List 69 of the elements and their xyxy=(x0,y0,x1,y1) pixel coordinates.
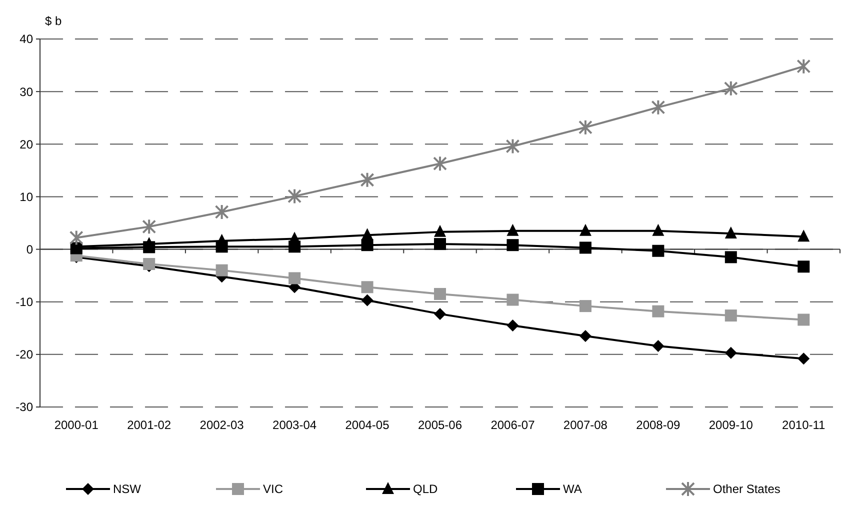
y-axis-title: $ b xyxy=(45,14,62,28)
legend-label: WA xyxy=(563,482,582,496)
point xyxy=(652,340,664,352)
point xyxy=(216,240,228,253)
point xyxy=(652,244,664,257)
point xyxy=(216,264,228,276)
point xyxy=(724,251,737,264)
point xyxy=(652,224,664,236)
x-tick-label: 2007-08 xyxy=(563,418,608,432)
point xyxy=(724,80,738,96)
y-tick-label: -20 xyxy=(16,348,34,362)
point xyxy=(70,242,82,254)
point xyxy=(506,239,519,252)
y-tick-label: 0 xyxy=(26,242,34,256)
x-tick-label: 2009-10 xyxy=(708,418,754,432)
point xyxy=(724,346,737,359)
point xyxy=(724,226,737,239)
x-tick-label: 2010-11 xyxy=(782,418,826,432)
point xyxy=(579,300,592,312)
point xyxy=(434,308,446,320)
point xyxy=(69,230,84,246)
x-tick-label: 2004-05 xyxy=(345,418,390,432)
x-tick-label: 2006-07 xyxy=(490,418,536,432)
y-tick-label: -30 xyxy=(16,400,34,414)
point xyxy=(361,294,374,306)
point xyxy=(434,238,446,250)
x-tick-label: 2005-06 xyxy=(418,418,462,432)
point xyxy=(798,260,810,273)
x-tick-label: 2002-03 xyxy=(200,418,244,432)
point xyxy=(579,224,592,236)
point xyxy=(288,188,302,204)
y-tick-label: -10 xyxy=(16,295,34,310)
point xyxy=(361,281,374,294)
point xyxy=(724,310,737,322)
point xyxy=(506,224,519,236)
x-tick-label: 2000-01 xyxy=(54,418,99,432)
x-tick-label: 2003-04 xyxy=(272,418,317,432)
point xyxy=(579,330,592,342)
point xyxy=(288,272,301,284)
legend-label: VIC xyxy=(263,482,284,496)
point xyxy=(506,138,520,154)
point xyxy=(214,204,229,220)
point xyxy=(579,242,592,254)
y-tick-label: 20 xyxy=(20,137,34,152)
point xyxy=(651,99,666,116)
point xyxy=(652,305,664,318)
point xyxy=(142,218,156,235)
point xyxy=(433,156,447,172)
point xyxy=(434,288,446,300)
point xyxy=(143,241,156,254)
y-tick-label: 40 xyxy=(20,32,34,46)
legend-label: NSW xyxy=(113,482,142,496)
point xyxy=(288,240,301,253)
point xyxy=(360,172,374,188)
y-tick-label: 30 xyxy=(20,84,34,99)
x-tick-label: 2001-02 xyxy=(127,418,172,432)
point xyxy=(798,230,810,242)
point xyxy=(796,58,811,74)
x-tick-label: 2008-09 xyxy=(636,418,681,432)
point xyxy=(434,224,446,237)
point xyxy=(798,352,810,365)
point xyxy=(361,239,374,252)
y-tick-label: 10 xyxy=(20,190,34,204)
legend-label: Other States xyxy=(713,482,780,496)
legend-label: QLD xyxy=(413,482,438,496)
point xyxy=(578,119,592,136)
point xyxy=(506,294,519,306)
point xyxy=(506,320,519,332)
point xyxy=(798,314,810,326)
